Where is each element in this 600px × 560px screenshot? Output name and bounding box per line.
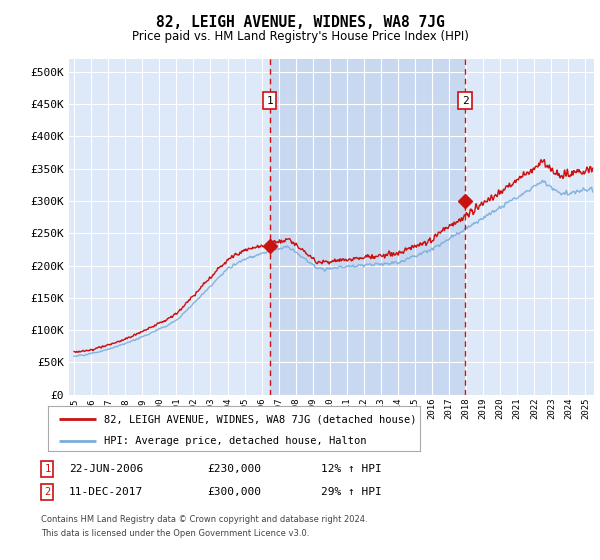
Text: £300,000: £300,000: [207, 487, 261, 497]
Text: 12% ↑ HPI: 12% ↑ HPI: [321, 464, 382, 474]
Text: 1: 1: [44, 464, 50, 474]
Text: 1: 1: [266, 96, 273, 106]
Text: 2: 2: [462, 96, 469, 106]
Text: 82, LEIGH AVENUE, WIDNES, WA8 7JG: 82, LEIGH AVENUE, WIDNES, WA8 7JG: [155, 15, 445, 30]
Text: Contains HM Land Registry data © Crown copyright and database right 2024.
This d: Contains HM Land Registry data © Crown c…: [41, 515, 367, 538]
Text: 2: 2: [44, 487, 50, 497]
Text: HPI: Average price, detached house, Halton: HPI: Average price, detached house, Halt…: [104, 436, 366, 446]
Bar: [269, 59, 465, 395]
Text: Price paid vs. HM Land Registry's House Price Index (HPI): Price paid vs. HM Land Registry's House …: [131, 30, 469, 43]
Text: 11-DEC-2017: 11-DEC-2017: [69, 487, 143, 497]
Text: 82, LEIGH AVENUE, WIDNES, WA8 7JG (detached house): 82, LEIGH AVENUE, WIDNES, WA8 7JG (detac…: [104, 414, 416, 424]
Text: 22-JUN-2006: 22-JUN-2006: [69, 464, 143, 474]
Text: £230,000: £230,000: [207, 464, 261, 474]
Text: 29% ↑ HPI: 29% ↑ HPI: [321, 487, 382, 497]
